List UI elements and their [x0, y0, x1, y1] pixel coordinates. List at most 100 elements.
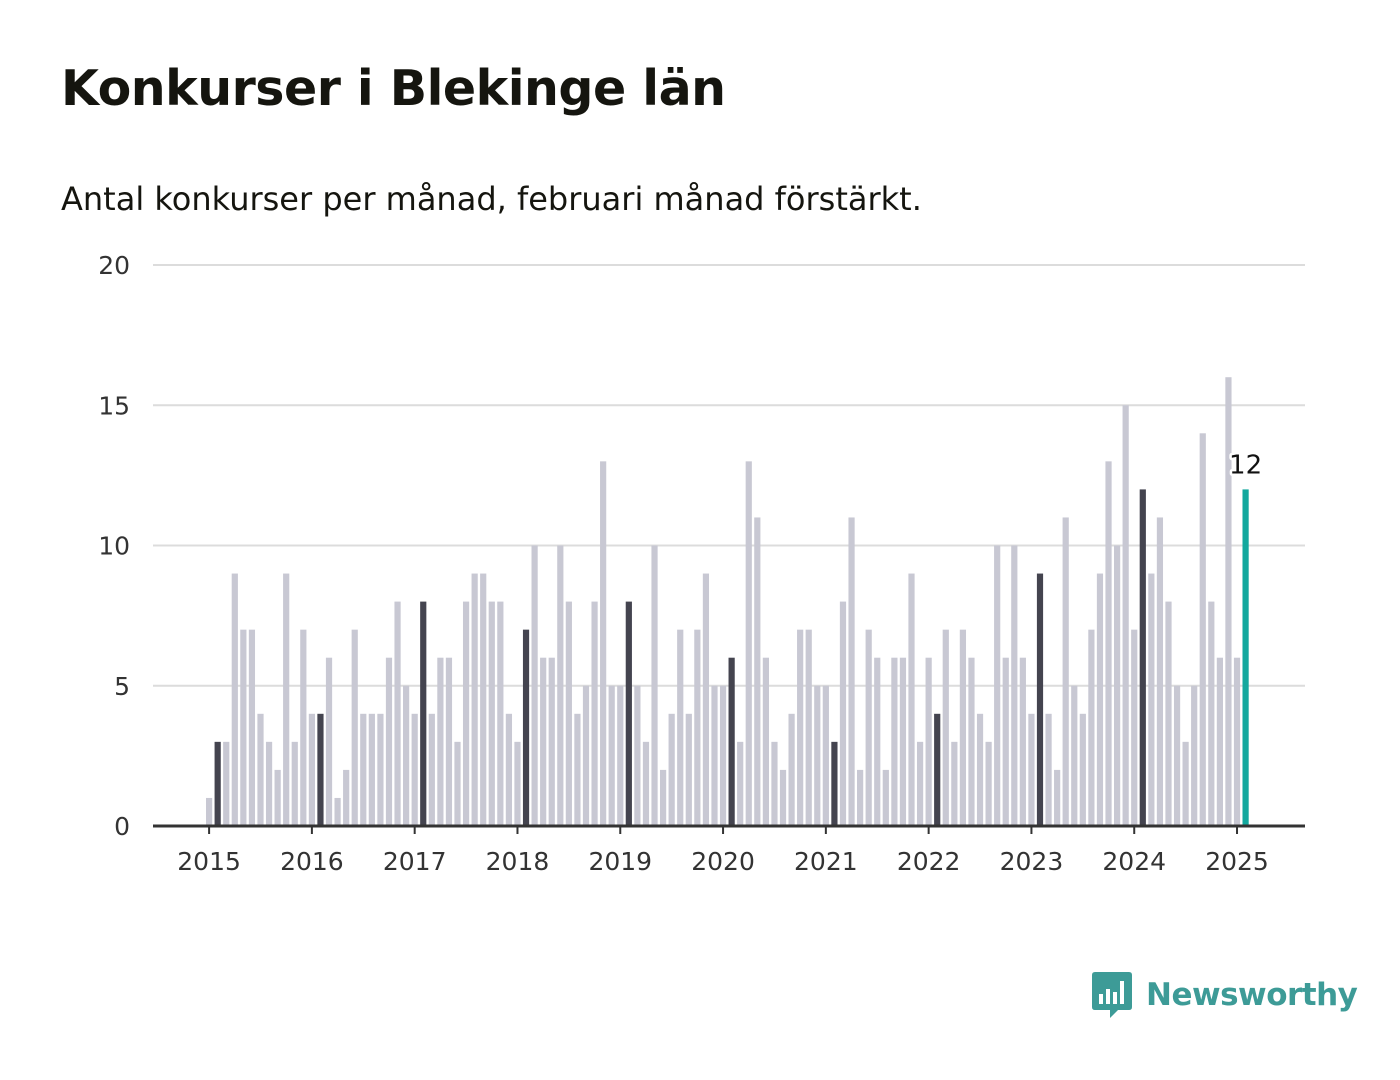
bar — [291, 741, 298, 826]
bar — [1199, 433, 1206, 826]
bar — [248, 629, 256, 826]
bar — [471, 573, 478, 826]
x-tick-label: 2020 — [691, 847, 755, 876]
bar — [951, 741, 958, 826]
bar — [1191, 685, 1198, 826]
bar — [882, 769, 889, 826]
bar — [762, 657, 769, 826]
bar — [677, 629, 684, 826]
bar — [325, 657, 333, 826]
bar — [668, 713, 675, 826]
bar — [642, 741, 650, 826]
bar — [1028, 713, 1035, 826]
bar — [899, 657, 907, 826]
bar — [1114, 545, 1121, 826]
x-tick-label: 2019 — [588, 847, 652, 876]
bar — [651, 545, 658, 826]
x-tick-label: 2022 — [897, 847, 961, 876]
bar — [351, 629, 358, 826]
chart-subtitle: Antal konkurser per månad, februari måna… — [61, 180, 922, 218]
bar — [779, 769, 787, 826]
x-tick-label: 2015 — [177, 847, 241, 876]
bar — [857, 769, 864, 826]
bar — [283, 573, 290, 826]
y-tick-label: 10 — [98, 532, 130, 561]
bar — [411, 713, 418, 826]
bars — [206, 377, 1249, 826]
bar — [240, 629, 247, 826]
bar — [540, 657, 547, 826]
bar — [548, 657, 555, 826]
bar — [1062, 517, 1069, 826]
bar — [368, 713, 375, 826]
bar — [334, 797, 341, 826]
bar — [300, 629, 307, 826]
bar — [1139, 489, 1146, 826]
newsworthy-brand[interactable]: Newsworthy — [1091, 970, 1358, 1020]
bar — [522, 629, 530, 826]
bar — [1156, 517, 1164, 826]
bar — [625, 601, 632, 826]
bar — [1233, 657, 1241, 826]
bar — [1019, 657, 1026, 826]
bar — [582, 685, 590, 826]
latest-value-label-halo: 12 — [1229, 450, 1262, 480]
bar — [1182, 741, 1189, 826]
bar — [514, 741, 521, 826]
bar — [994, 545, 1001, 826]
bar — [968, 657, 975, 826]
bar — [1088, 629, 1095, 826]
bar — [771, 741, 778, 826]
bar — [976, 713, 984, 826]
bar — [942, 629, 949, 826]
bar — [711, 685, 718, 826]
bar — [617, 685, 624, 826]
y-tick-label: 5 — [114, 672, 130, 701]
bar — [660, 769, 667, 826]
bar — [1208, 601, 1215, 826]
bar — [488, 601, 495, 826]
bar — [891, 657, 898, 826]
x-tick-label: 2018 — [486, 847, 550, 876]
bar — [317, 713, 324, 826]
bar — [505, 713, 513, 826]
y-tick-label: 0 — [114, 812, 130, 841]
bar — [1011, 545, 1018, 826]
bar — [437, 657, 444, 826]
x-tick-label: 2021 — [794, 847, 858, 876]
bar — [308, 713, 315, 826]
bar — [959, 629, 967, 826]
bar — [403, 685, 410, 826]
bar — [557, 545, 564, 826]
bar — [737, 741, 744, 826]
bar — [1216, 657, 1223, 826]
axes — [153, 824, 1305, 834]
bar — [839, 601, 847, 826]
bar — [865, 629, 872, 826]
bar — [848, 517, 855, 826]
bar — [428, 713, 435, 826]
bar — [916, 741, 924, 826]
bar — [822, 685, 829, 826]
bar — [1071, 685, 1078, 826]
bar — [934, 713, 941, 826]
latest-value-label: 12 — [1229, 450, 1262, 480]
bar — [745, 461, 752, 826]
bar — [1148, 573, 1155, 826]
bar — [831, 741, 838, 826]
bar — [814, 685, 821, 826]
bar — [694, 629, 701, 826]
bar — [788, 713, 795, 826]
bar — [1173, 685, 1181, 826]
bar — [1002, 657, 1009, 826]
bar — [223, 741, 230, 826]
bar — [908, 573, 915, 826]
bar — [231, 573, 238, 826]
bar — [719, 685, 727, 826]
bar — [497, 601, 504, 826]
bar — [1131, 629, 1138, 826]
bar — [360, 713, 367, 826]
gridlines — [153, 264, 1305, 687]
